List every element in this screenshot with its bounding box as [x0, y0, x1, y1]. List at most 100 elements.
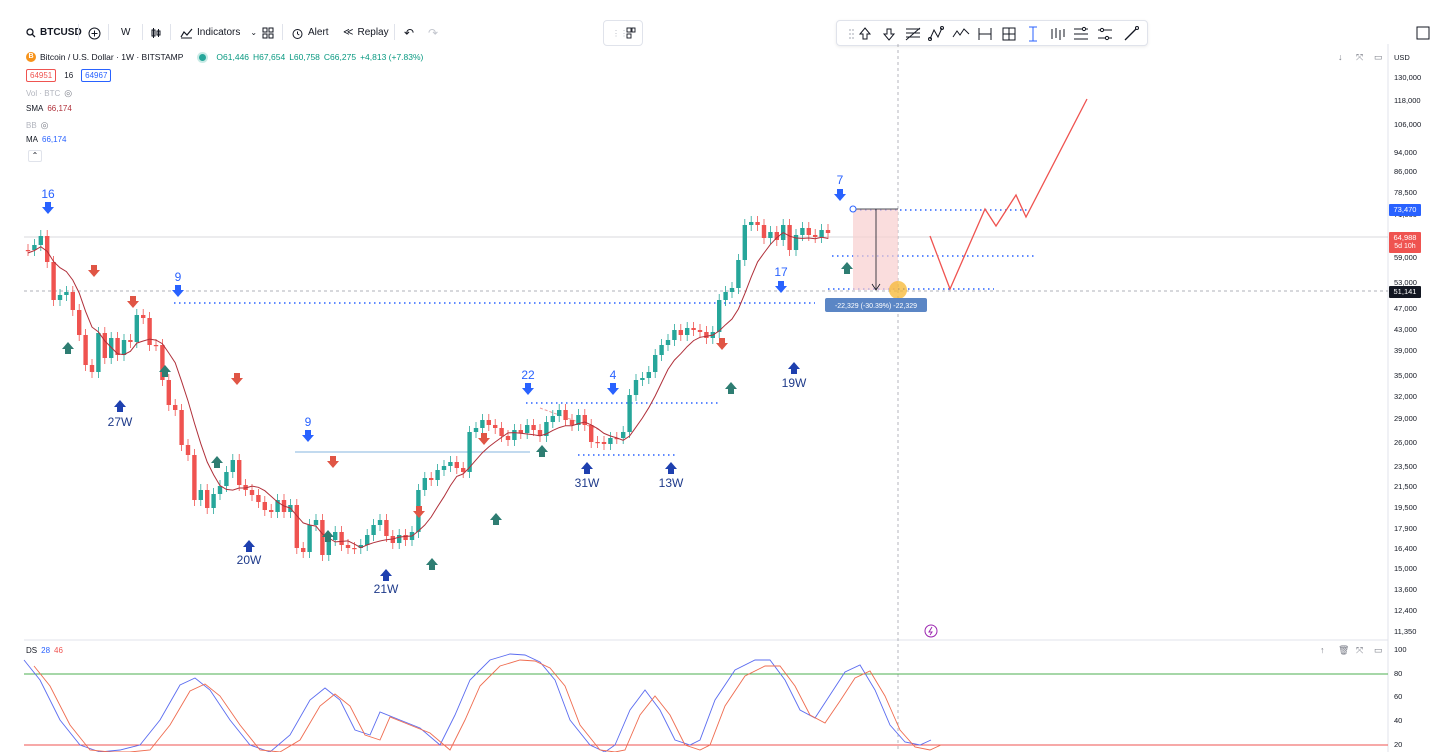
candle-body [806, 228, 811, 235]
fib-retracement-icon[interactable] [903, 24, 923, 44]
elliott-wave-icon[interactable] [951, 24, 971, 44]
candle-body [448, 462, 453, 466]
candle-body [774, 232, 779, 240]
buy-price-button[interactable]: 64967 [81, 69, 112, 82]
maximize-pane-icon[interactable]: ▭ [1374, 52, 1383, 62]
candle-body [192, 455, 197, 500]
candle-body [217, 486, 223, 494]
oscillator-legend[interactable]: DS 28 46 [26, 646, 63, 655]
candle-body [595, 442, 600, 444]
count-labels: 16 9 9 22 4 17 7 [41, 173, 843, 429]
measure-handle[interactable] [849, 205, 857, 213]
alert-button[interactable]: Alert [291, 22, 329, 44]
candle-body [339, 532, 344, 545]
sma-indicator-row[interactable]: SMA 66,174 [26, 104, 72, 113]
up-arrow-icon [788, 362, 800, 374]
interval-button[interactable]: W [121, 22, 130, 44]
lightning-marker-icon[interactable] [924, 624, 938, 638]
drag-handle-icon[interactable] [841, 24, 861, 44]
candle-body [179, 410, 184, 445]
collapse-legend-button[interactable]: ⌃ [28, 150, 42, 162]
candle-body [211, 494, 216, 508]
candle-body [128, 340, 133, 342]
long-position-icon[interactable] [1071, 24, 1091, 44]
price-axis-label: 130,000 [1394, 73, 1422, 82]
compare-button[interactable] [88, 22, 101, 44]
eye-hidden-icon[interactable]: ◎ [40, 120, 49, 130]
candle-body [467, 432, 472, 472]
price-axis-label: 21,500 [1394, 482, 1417, 491]
symbol-label: BTCUSD [40, 27, 82, 38]
candle-body [205, 490, 210, 508]
templates-button[interactable] [262, 22, 274, 44]
eye-hidden-icon[interactable]: ◎ [64, 88, 73, 98]
layout-button[interactable]: ⋮⋮ [603, 20, 643, 46]
divider [108, 24, 109, 40]
candle-body [697, 330, 703, 332]
candle-body [422, 478, 427, 490]
measure-label: -22,329 (-30.39%) -22,329 [835, 303, 917, 310]
ma-indicator-row[interactable]: MA 66,174 [26, 135, 66, 144]
week-label: 31W [575, 476, 600, 490]
date-price-range-icon[interactable] [999, 24, 1019, 44]
price-range-icon[interactable] [975, 24, 995, 44]
fullscreen-icon[interactable] [1416, 26, 1430, 40]
chart-type-button[interactable] [150, 22, 162, 44]
maximize-pane-icon[interactable]: ▭ [1374, 645, 1383, 655]
candle-body [614, 438, 619, 440]
trend-line-icon[interactable] [1121, 24, 1141, 44]
candle-body [729, 288, 735, 292]
down-arrow-icon [42, 202, 54, 214]
candle-body [45, 236, 50, 262]
candle-body [166, 380, 171, 405]
price-axis-label: 43,000 [1394, 325, 1417, 334]
down-arrow-icon [478, 433, 490, 445]
candle-body [333, 532, 338, 540]
measure-label-box [825, 298, 927, 312]
candle-body [185, 445, 191, 455]
undo-button[interactable]: ↶ [404, 22, 414, 44]
arrow-up-icon[interactable] [855, 24, 875, 44]
down-arrow-icon [716, 338, 728, 350]
short-position-icon[interactable] [1095, 24, 1115, 44]
currency-label[interactable]: USD [1394, 53, 1410, 62]
candle-body [365, 535, 370, 545]
down-arrow-icon [522, 383, 534, 395]
redo-button[interactable]: ↷ [428, 22, 438, 44]
price-chart[interactable]: -22,329 (-30.39%) -22,329 16 9 9 22 4 17… [0, 44, 1444, 752]
divider [142, 24, 143, 40]
volume-indicator-row[interactable]: Vol · BTC ◎ [26, 88, 72, 99]
delete-icon[interactable]: 🗑 [1338, 645, 1350, 655]
collapse-pane-icon[interactable]: ⤧ [1356, 645, 1364, 655]
up-arrow-icon [380, 569, 392, 581]
measure-icon[interactable] [1023, 24, 1043, 44]
collapse-pane-icon[interactable]: ⤧ [1356, 52, 1364, 62]
replay-button[interactable]: ≪ Replay [343, 22, 389, 44]
indicators-button[interactable]: Indicators ⌄ [180, 22, 257, 44]
arrow-down-icon[interactable] [879, 24, 899, 44]
moving-average-line [27, 232, 829, 549]
candle-body [70, 292, 75, 310]
bb-indicator-row[interactable]: BB ◎ [26, 120, 49, 131]
move-up-icon[interactable]: ↑ [1320, 645, 1325, 655]
bid-ask-row: 64951 16 64967 [26, 69, 112, 82]
symbol-legend: B Bitcoin / U.S. Dollar · 1W · BITSTAMP … [26, 52, 423, 62]
redo-icon: ↷ [428, 26, 439, 40]
sma-value: 66,174 [47, 104, 72, 113]
measure-box [853, 209, 898, 290]
bars-pattern-icon[interactable] [1047, 24, 1067, 44]
candle-body [704, 332, 709, 338]
down-arrow-icon [231, 373, 243, 385]
symbol-search-button[interactable]: BTCUSD [26, 22, 82, 44]
price-axis-label: 11,350 [1394, 627, 1417, 636]
search-icon [26, 28, 36, 38]
ohlc-close: C66,275 [323, 52, 357, 62]
sell-price-button[interactable]: 64951 [26, 69, 57, 82]
price-axis-label: 26,000 [1394, 438, 1417, 447]
candle-body [134, 315, 139, 342]
scroll-down-icon[interactable]: ↓ [1338, 52, 1343, 62]
candle-body [38, 236, 43, 245]
candle-body [384, 520, 389, 536]
candle-body [307, 525, 312, 552]
pattern-icon[interactable] [927, 24, 947, 44]
